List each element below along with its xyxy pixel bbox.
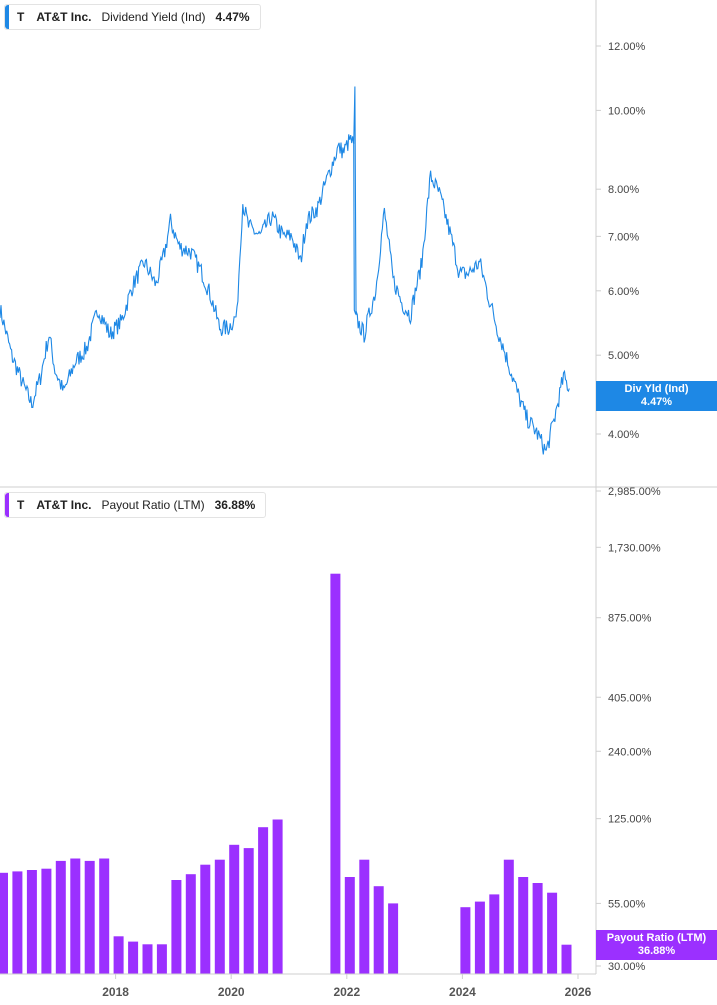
payout-ratio-legend[interactable]: T AT&T Inc. Payout Ratio (LTM) 36.88% (4, 492, 267, 518)
payout-ratio-bar[interactable] (532, 883, 543, 974)
payout-ratio-bar[interactable] (185, 874, 196, 974)
payout-ratio-bar[interactable] (70, 858, 81, 975)
y-tick-label: 405.00% (608, 692, 652, 704)
payout-ratio-panel (0, 573, 572, 975)
series-color-swatch (5, 5, 9, 29)
payout-ratio-bar[interactable] (243, 848, 254, 974)
payout-ratio-bar[interactable] (547, 892, 558, 974)
tag-value: 4.47% (640, 396, 673, 408)
payout-ratio-bar[interactable] (489, 894, 500, 974)
payout-ratio-bar[interactable] (474, 901, 485, 974)
y-tick-label: 10.00% (608, 105, 646, 117)
payout-ratio-bar[interactable] (460, 907, 471, 974)
y-tick-label: 1,730.00% (608, 542, 661, 554)
payout-ratio-bar[interactable] (214, 859, 225, 974)
x-tick-label: 2026 (565, 985, 592, 999)
payout-ratio-bar[interactable] (330, 573, 341, 974)
payout-ratio-bar[interactable] (359, 859, 370, 974)
legend-company: AT&T Inc. (36, 498, 92, 512)
y-tick-label: 12.00% (608, 41, 646, 53)
payout-ratio-bar[interactable] (503, 859, 514, 974)
payout-ratio-bar[interactable] (171, 880, 182, 974)
dividend-yield-line (0, 134, 570, 455)
legend-value: 36.88% (214, 498, 256, 512)
tag-value: 36.88% (637, 945, 676, 957)
y-tick-label: 30.00% (608, 961, 646, 973)
y-tick-label: 240.00% (608, 746, 652, 758)
y-tick-label: 55.00% (608, 898, 646, 910)
payout-ratio-bar[interactable] (156, 944, 167, 974)
payout-ratio-bar[interactable] (41, 868, 52, 974)
tag-label: Payout Ratio (LTM) (606, 932, 707, 944)
x-tick-label: 2018 (102, 985, 129, 999)
payout-ratio-bar[interactable] (113, 936, 124, 974)
y-tick-label: 6.00% (608, 286, 639, 298)
payout-ratio-bar[interactable] (388, 903, 399, 974)
dividend-yield-panel (0, 86, 570, 455)
legend-metric: Dividend Yield (Ind) (101, 10, 206, 24)
x-tick-label: 2022 (333, 985, 360, 999)
payout-ratio-bar[interactable] (99, 858, 110, 975)
legend-ticker: T (17, 498, 25, 512)
last-value-tag-yield: Div Yld (Ind) 4.47% (596, 381, 717, 411)
last-value-tag-payout: Payout Ratio (LTM) 36.88% (596, 930, 717, 960)
payout-ratio-bar[interactable] (229, 844, 240, 974)
x-tick-label: 2024 (449, 985, 476, 999)
tag-label: Div Yld (Ind) (624, 383, 689, 395)
dividend-yield-legend[interactable]: T AT&T Inc. Dividend Yield (Ind) 4.47% (4, 4, 261, 30)
payout-ratio-bar[interactable] (561, 944, 572, 974)
payout-ratio-bar[interactable] (142, 944, 153, 974)
y-tick-label: 4.00% (608, 429, 639, 441)
payout-ratio-bar[interactable] (0, 872, 8, 974)
y-tick-label: 7.00% (608, 231, 639, 243)
payout-ratio-bar[interactable] (84, 860, 95, 974)
payout-ratio-bar[interactable] (200, 864, 211, 974)
legend-company: AT&T Inc. (36, 10, 92, 24)
y-tick-label: 5.00% (608, 350, 639, 362)
payout-ratio-bar[interactable] (373, 886, 384, 974)
payout-ratio-bar[interactable] (12, 871, 23, 974)
payout-ratio-bar[interactable] (518, 877, 529, 974)
payout-ratio-bar[interactable] (26, 870, 37, 974)
payout-ratio-bar[interactable] (344, 877, 355, 974)
y-tick-label: 8.00% (608, 184, 639, 196)
legend-value: 4.47% (215, 10, 250, 24)
payout-ratio-bar[interactable] (128, 941, 139, 974)
y-tick-label: 125.00% (608, 814, 652, 826)
legend-ticker: T (17, 10, 25, 24)
x-tick-label: 2020 (218, 985, 245, 999)
payout-ratio-bar[interactable] (272, 819, 283, 975)
legend-metric: Payout Ratio (LTM) (101, 498, 205, 512)
dividend-yield-spike (353, 86, 357, 316)
payout-ratio-bar[interactable] (258, 827, 269, 974)
series-color-swatch (5, 493, 9, 517)
y-tick-label: 875.00% (608, 613, 652, 625)
payout-ratio-bar[interactable] (55, 860, 66, 974)
y-tick-label: 2,985.00% (608, 486, 661, 498)
